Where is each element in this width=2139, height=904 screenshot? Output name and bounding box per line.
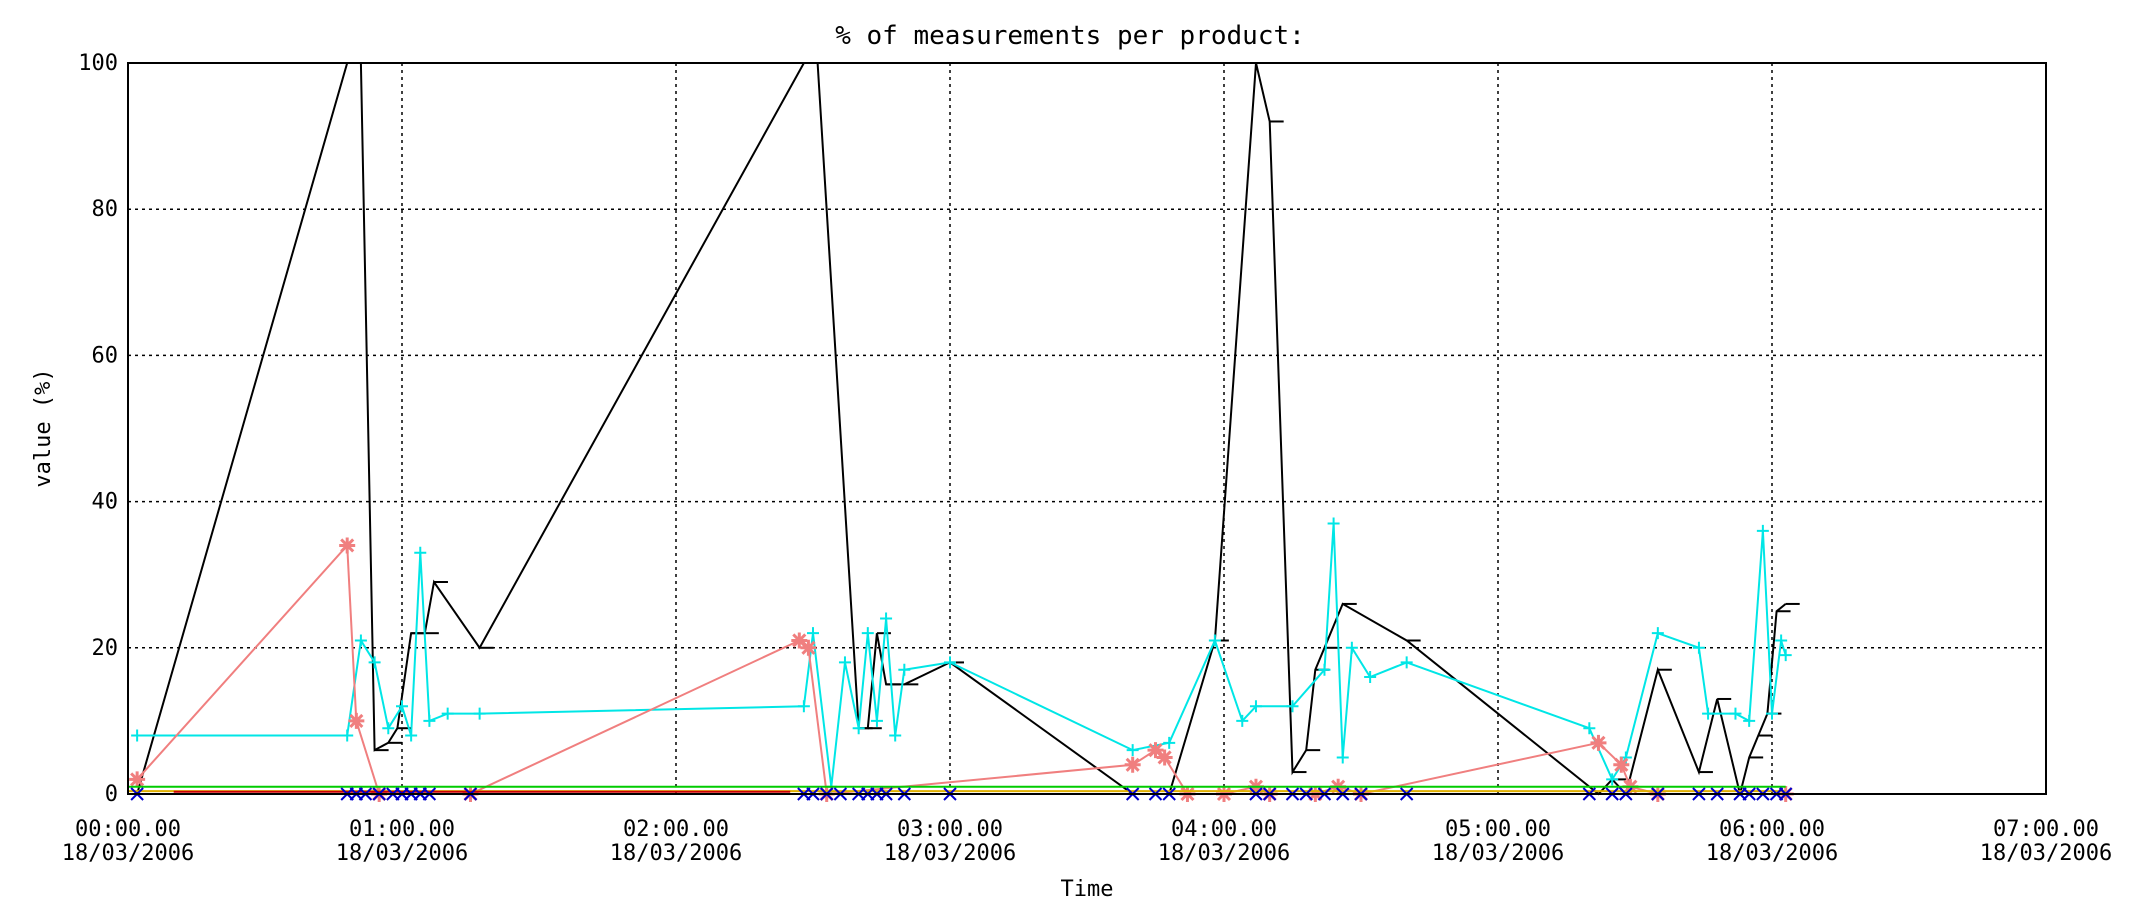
data-point (1756, 524, 1769, 537)
data-point (382, 722, 395, 735)
data-point (1779, 649, 1792, 662)
x-tick-date-label: 18/03/2006 (1158, 841, 1290, 866)
data-point (1147, 742, 1164, 759)
x-axis-title: Time (1061, 877, 1114, 902)
chart-title: % of measurements per product: (835, 21, 1305, 51)
data-point (889, 729, 902, 742)
x-tick-date-label: 18/03/2006 (62, 841, 194, 866)
x-tick-time-label: 03:00.00 (897, 817, 1003, 842)
data-point (898, 663, 911, 676)
data-point (131, 729, 144, 742)
y-tick-label: 60 (92, 343, 119, 368)
data-point (1318, 663, 1331, 676)
grid (128, 63, 2046, 794)
y-tick-label: 80 (92, 197, 119, 222)
data-point (1336, 751, 1349, 764)
data-point (807, 627, 819, 640)
x-tick-date-label: 18/03/2006 (336, 841, 468, 866)
data-point (1156, 749, 1173, 766)
x-tick-time-label: 01:00.00 (349, 817, 455, 842)
data-point (473, 707, 486, 720)
data-point (405, 729, 418, 742)
data-point (1124, 756, 1141, 773)
data-point (129, 771, 146, 788)
x-tick-time-label: 07:00.00 (1993, 817, 2099, 842)
data-point (1743, 714, 1756, 727)
data-point (870, 714, 883, 727)
data-point (1400, 656, 1413, 669)
data-point (1583, 722, 1596, 735)
x-tick-time-label: 00:00.00 (75, 817, 181, 842)
data-point (1126, 744, 1139, 757)
data-point (1692, 641, 1705, 654)
data-point (880, 612, 893, 625)
data-point (1249, 700, 1262, 713)
data-point (838, 656, 851, 669)
data-point (396, 700, 408, 713)
y-axis: 0 20 40 60 80 100 (78, 51, 118, 807)
data-point (1613, 756, 1630, 773)
data-point (1702, 707, 1715, 720)
y-tick-label: 40 (92, 490, 119, 515)
x-tick-date-label: 18/03/2006 (1980, 841, 2112, 866)
data-point (1345, 641, 1358, 654)
data-point (861, 627, 874, 640)
x-tick-date-label: 18/03/2006 (1432, 841, 1564, 866)
data-point (441, 707, 454, 720)
data-point (1208, 634, 1221, 647)
data-point (1606, 773, 1619, 786)
data-point (341, 729, 354, 742)
data-point (1766, 707, 1778, 720)
y-tick-label: 0 (105, 782, 118, 807)
data-point (797, 700, 810, 713)
data-point (1729, 707, 1742, 720)
data-point (944, 656, 956, 669)
data-point (1163, 736, 1176, 749)
x-tick-time-label: 05:00.00 (1445, 817, 1551, 842)
x-tick-time-label: 06:00.00 (1719, 817, 1825, 842)
data-point (1651, 627, 1664, 640)
data-point (800, 639, 817, 656)
data-point (339, 537, 356, 554)
y-axis-title: value (%) (31, 368, 56, 487)
plot-frame (127, 62, 2047, 795)
data-point (1775, 634, 1788, 647)
data-point (1327, 517, 1340, 530)
x-tick-date-label: 18/03/2006 (1706, 841, 1838, 866)
data-point (423, 714, 436, 727)
x-tick-date-label: 18/03/2006 (884, 841, 1016, 866)
data-point (791, 632, 808, 649)
y-tick-label: 100 (78, 51, 118, 76)
data-point (354, 634, 367, 647)
data-point (1236, 714, 1249, 727)
x-axis: 00:00.0018/03/200601:00.0018/03/200602:0… (62, 817, 2112, 866)
x-tick-time-label: 04:00.00 (1171, 817, 1277, 842)
data-point (348, 712, 365, 729)
data-point (1364, 671, 1377, 684)
data-point (414, 546, 427, 559)
data-point (852, 722, 865, 735)
y-tick-label: 20 (92, 636, 119, 661)
x-tick-date-label: 18/03/2006 (610, 841, 742, 866)
x-tick-time-label: 02:00.00 (623, 817, 729, 842)
data-point (1590, 734, 1607, 751)
data-point (368, 656, 381, 669)
data-point (1286, 700, 1299, 713)
